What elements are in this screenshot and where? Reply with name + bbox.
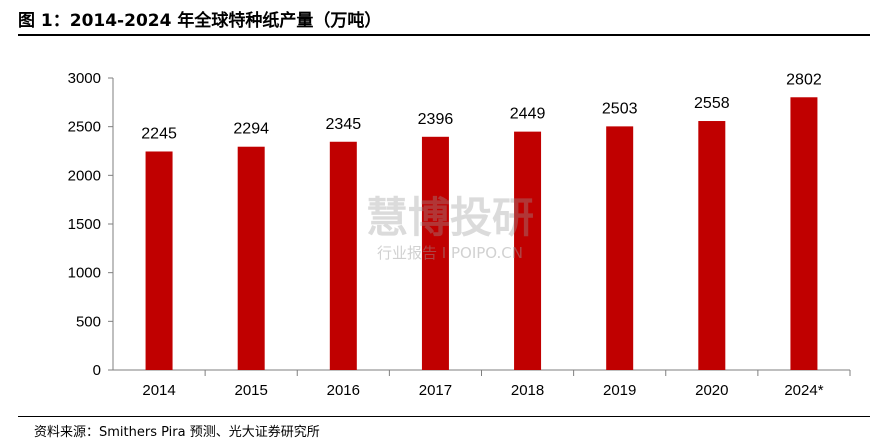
bar-2015	[237, 146, 265, 370]
x-tick-label: 2014	[142, 382, 175, 399]
footer-rule	[18, 416, 870, 417]
x-tick-label: 2018	[511, 382, 544, 399]
data-label: 2558	[694, 95, 730, 112]
watermark-main: 慧博投研	[366, 193, 534, 242]
y-tick-label: 2000	[68, 167, 101, 184]
data-label: 2503	[602, 100, 638, 117]
y-tick-label: 1000	[68, 265, 101, 282]
x-tick-label: 2019	[603, 382, 636, 399]
x-tick-label: 2020	[695, 382, 728, 399]
x-tick-label: 2016	[327, 382, 360, 399]
y-tick-label: 1500	[68, 216, 101, 233]
bar-2024	[790, 97, 818, 370]
title-rule	[18, 34, 870, 36]
bar-2020	[698, 121, 726, 370]
bar-2018	[514, 131, 542, 370]
x-tick-label: 2015	[235, 382, 268, 399]
data-label: 2294	[233, 121, 269, 138]
y-tick-label: 0	[93, 362, 101, 379]
bar-2019	[606, 126, 634, 370]
watermark-sub: 行业报告 I POIPO.CN	[377, 244, 523, 262]
bar-2016	[329, 141, 357, 370]
y-tick-label: 500	[76, 313, 101, 330]
bar-2014	[145, 151, 173, 370]
bar-2017	[421, 136, 449, 370]
data-label: 2449	[510, 106, 546, 123]
chart-title: 图 1：2014-2024 年全球特种纸产量（万吨）	[18, 11, 382, 31]
y-tick-label: 3000	[68, 70, 101, 87]
data-label: 2345	[326, 116, 362, 133]
y-tick-label: 2500	[68, 119, 101, 136]
data-label: 2802	[786, 71, 822, 88]
x-tick-label: 2017	[419, 382, 452, 399]
data-label: 2396	[418, 111, 454, 128]
source-note: 资料来源：Smithers Pira 预测、光大证券研究所	[34, 425, 320, 440]
data-label: 2245	[141, 125, 177, 142]
x-tick-label: 2024*	[784, 382, 823, 399]
